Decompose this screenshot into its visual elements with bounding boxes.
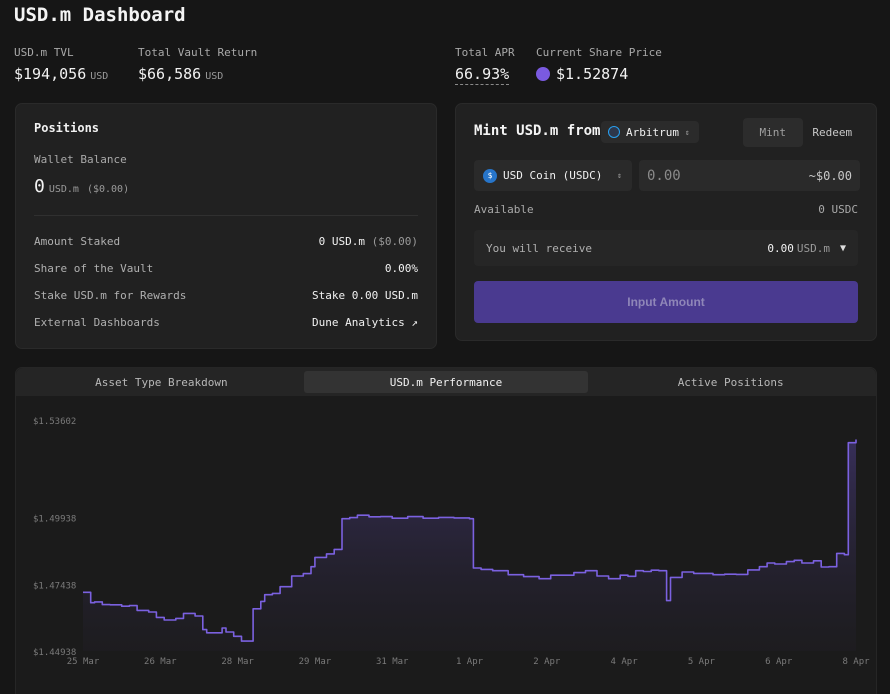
share-price-stat: Current Share Price $1.52874 <box>536 46 662 83</box>
tab-active-positions[interactable]: Active Positions <box>677 375 784 389</box>
y-tick-label: $1.47438 <box>33 581 76 591</box>
amount-field: ~$0.00 <box>639 160 860 191</box>
x-tick-label: 26 Mar <box>144 657 177 667</box>
y-tick-label: $1.49938 <box>33 515 76 525</box>
divider <box>34 215 418 216</box>
usd-estimate: ~$0.00 <box>808 168 852 183</box>
purple-dot-icon <box>536 67 550 81</box>
apr-stat: Total APR 66.93% <box>455 46 515 85</box>
wallet-balance-unit: USD.m <box>48 184 79 195</box>
updown-chevron-icon: ⇕ <box>617 171 622 180</box>
receive-label: You will receive <box>486 241 592 255</box>
chart-card: Asset Type Breakdown USD.m Performance A… <box>15 367 877 694</box>
x-tick-label: 31 Mar <box>376 657 409 667</box>
tab-usdm-performance[interactable]: USD.m Performance <box>303 371 589 393</box>
vault-return-unit: USD <box>205 71 224 82</box>
position-row-vault-share: Share of the Vault 0.00% <box>34 262 418 275</box>
amount-staked-value: 0 USD.m <box>318 235 366 248</box>
chain-label: Arbitrum <box>626 125 679 139</box>
receive-row[interactable]: You will receive 0.00 USD.m ▼ <box>474 230 858 266</box>
position-row-stake: Stake USD.m for Rewards Stake 0.00 USD.m <box>34 289 418 302</box>
vault-return-stat: Total Vault Return $66,586 USD <box>138 46 257 83</box>
row-label: Amount Staked <box>34 235 121 248</box>
tvl-value: $194,056 <box>14 65 87 83</box>
row-value: 0.00% <box>384 262 418 275</box>
mint-title: Mint USD.m from <box>474 123 601 139</box>
share-price-value: $1.52874 <box>556 65 629 83</box>
amount-input[interactable] <box>647 167 767 184</box>
arbitrum-icon <box>608 126 620 138</box>
tvl-value-row: $194,056 USD <box>14 65 108 83</box>
y-tick-label: $1.44938 <box>33 648 76 658</box>
receive-value-row: 0.00 USD.m <box>767 242 830 255</box>
token-label: USD Coin (USDC) <box>503 169 603 182</box>
dune-analytics-link[interactable]: Dune Analytics ↗ <box>312 316 418 329</box>
wallet-balance-usd: ($0.00) <box>86 184 130 195</box>
mint-redeem-toggle: Mint Redeem <box>743 118 862 147</box>
row-label: External Dashboards <box>34 316 160 329</box>
series-area <box>83 439 856 651</box>
row-label: Share of the Vault <box>34 262 154 275</box>
tvl-stat: USD.m TVL $194,056 USD <box>14 46 108 83</box>
x-tick-label: 28 Mar <box>221 657 254 667</box>
apr-label: Total APR <box>455 46 515 59</box>
available-value: 0 USDC <box>818 203 858 216</box>
receive-unit: USD.m <box>796 241 830 255</box>
vault-return-value: $66,586 <box>138 65 202 83</box>
page-title: USD.m Dashboard <box>14 4 186 26</box>
chain-select[interactable]: Arbitrum ⇕ <box>601 121 699 143</box>
position-row-amount-staked: Amount Staked 0 USD.m ($0.00) <box>34 235 418 248</box>
row-label: Stake USD.m for Rewards <box>34 289 187 302</box>
stake-link[interactable]: Stake 0.00 USD.m <box>312 289 418 302</box>
wallet-balance-amount: 0 <box>34 176 45 197</box>
mint-card: Mint USD.m from Arbitrum ⇕ Mint Redeem $… <box>455 103 877 341</box>
wallet-balance-label: Wallet Balance <box>34 153 127 166</box>
x-tick-label: 1 Apr <box>456 657 484 667</box>
row-value: 0 USD.m ($0.00) <box>319 235 418 248</box>
tvl-label: USD.m TVL <box>14 46 74 59</box>
tvl-unit: USD <box>90 71 109 82</box>
vault-return-label: Total Vault Return <box>138 46 258 59</box>
x-tick-label: 5 Apr <box>688 657 716 667</box>
receive-value: 0.00 <box>767 241 794 255</box>
redeem-tab[interactable]: Redeem <box>812 126 853 139</box>
chart-tabs: Asset Type Breakdown USD.m Performance A… <box>16 368 876 396</box>
positions-title: Positions <box>34 121 100 135</box>
x-tick-label: 29 Mar <box>299 657 332 667</box>
available-row: Available 0 USDC <box>474 203 858 216</box>
vault-return-value-row: $66,586 USD <box>138 65 257 83</box>
available-label: Available <box>474 203 534 216</box>
token-select[interactable]: $ USD Coin (USDC) ⇕ <box>474 160 632 191</box>
x-tick-label: 2 Apr <box>533 657 561 667</box>
mint-tab[interactable]: Mint <box>743 118 803 147</box>
share-price-label: Current Share Price <box>536 46 662 59</box>
amount-staked-usd: ($0.00) <box>371 235 418 248</box>
x-tick-label: 4 Apr <box>611 657 639 667</box>
series-line <box>83 439 857 642</box>
x-tick-label: 8 Apr <box>842 657 870 667</box>
chevron-down-icon[interactable]: ▼ <box>839 242 846 254</box>
x-tick-label: 6 Apr <box>765 657 793 667</box>
updown-chevron-icon: ⇕ <box>684 127 690 137</box>
x-tick-label: 25 Mar <box>67 657 100 667</box>
tab-asset-type-breakdown[interactable]: Asset Type Breakdown <box>95 375 228 389</box>
input-amount-button[interactable]: Input Amount <box>474 281 858 323</box>
usdc-icon: $ <box>483 168 497 183</box>
position-row-dashboards: External Dashboards Dune Analytics ↗ <box>34 316 418 329</box>
positions-card: Positions Wallet Balance 0 USD.m ($0.00) A… <box>15 103 437 349</box>
y-tick-label: $1.53602 <box>33 417 76 427</box>
apr-value[interactable]: 66.93% <box>455 65 510 85</box>
wallet-balance-value: 0 USD.m ($0.00) <box>34 176 129 197</box>
